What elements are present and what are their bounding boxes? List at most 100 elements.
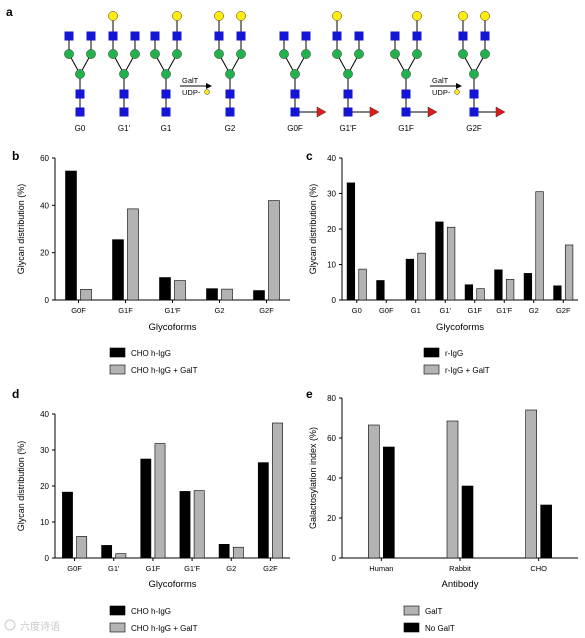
mannose-icon [290,69,300,79]
y-tick-label: 10 [327,261,336,270]
mannose-icon [469,69,479,79]
bar-d-1-0 [101,545,113,559]
legend-label: CHO h-IgG + GalT [131,624,198,633]
x-tick-label: G1F [146,564,161,573]
legend-swatch [423,364,440,375]
glcnac-square-icon [390,31,400,41]
donor-label: UDP- [432,88,451,97]
galactose-icon [454,89,460,95]
bar-c-7-1 [564,244,574,301]
legend-swatch [109,622,126,633]
legend-label: CHO h-IgG + GalT [131,366,198,375]
bar-b-1-1 [127,208,139,301]
glcnac-square-icon [225,89,235,99]
y-axis-title: Glycan distribution (%) [308,184,318,275]
fucose-icon [369,106,380,118]
mannose-icon [401,69,411,79]
glcnac-square-icon [119,89,129,99]
legend-swatch [109,605,126,616]
y-tick-label: 60 [327,434,336,443]
bar-d-2-0 [140,458,152,559]
panel-letter-a: a [6,5,13,19]
glcnac-square-icon [86,31,96,41]
mannose-icon [225,69,235,79]
bar-b-3-1 [221,288,233,301]
glcnac-square-icon [469,107,479,117]
bar-e-0-1 [383,446,395,559]
glcnac-square-icon [480,31,490,41]
bar-c-2-1 [417,252,426,301]
bar-d-2-1 [154,443,166,559]
bar-c-0-1 [358,268,367,301]
bar-e-1-0 [446,420,459,559]
glcnac-square-icon [64,31,74,41]
bar-c-4-0 [464,284,474,301]
glycan-label: G1F [398,124,414,133]
mannose-icon [150,49,160,59]
x-tick-label: G2 [226,564,236,573]
mannose-icon [172,49,182,59]
glycan-label: G2F [466,124,482,133]
mannose-icon [354,49,364,59]
chart-d: 0 10 20 30 40 G0F G1' G1F G1'F G2 G2F Glycoforms Gly… [16,410,290,633]
bar-d-5-0 [257,462,269,559]
galactose-icon [458,11,468,21]
legend-label: No GalT [425,624,455,633]
bar-d-4-0 [218,544,230,559]
mannose-icon [458,49,468,59]
x-axis-title: Glycoforms [148,579,196,590]
glcnac-square-icon [225,107,235,117]
glcnac-square-icon [214,31,224,41]
watermark-text: 六度诗语 [20,620,60,633]
bar-b-2-1 [174,280,186,301]
bar-e-2-1 [540,504,552,559]
x-tick-label: G1' [108,564,120,573]
bar-c-4-1 [476,288,485,301]
bar-c-5-1 [505,279,515,301]
glcnac-square-icon [161,107,171,117]
x-tick-label: G2 [214,306,224,315]
legend-label: GalT [425,607,442,616]
bar-d-0-1 [76,536,88,559]
bar-e-1-1 [461,485,474,559]
y-tick-label: 20 [327,225,336,234]
bar-c-0-0 [346,182,356,301]
galactose-icon [480,11,490,21]
glcnac-square-icon [236,31,246,41]
bar-b-0-1 [80,289,92,301]
legend-swatch [403,605,420,616]
mannose-icon [161,69,171,79]
bar-c-7-0 [553,285,562,301]
x-tick-label: G0F [67,564,82,573]
arrow-head-icon [456,83,462,89]
x-tick-label: G2 [529,306,539,315]
legend-label: r-IgG [445,349,463,358]
fucose-icon [427,106,438,118]
glcnac-square-icon [75,89,85,99]
legend-label: r-IgG + GalT [445,366,490,375]
glcnac-square-icon [343,89,353,99]
mannose-icon [236,49,246,59]
mannose-icon [75,69,85,79]
x-tick-label: Rabbit [449,564,472,573]
y-axis-title: Galactosylation index (%) [308,427,318,529]
bar-c-2-0 [405,258,415,301]
bar-d-1-1 [115,553,127,559]
bar-d-3-1 [193,490,205,559]
y-axis-title: Glycan distribution (%) [16,184,26,275]
mannose-icon [412,49,422,59]
bar-c-5-0 [494,269,503,301]
bar-b-0-0 [65,170,77,301]
galactose-icon [108,11,118,21]
panel-letter-b: b [12,149,19,163]
glycan-structures-panel: G0 G1' G1 G2 G0F G1'F G1F G2F GalT UDP- GalT UDP- [64,11,506,133]
glcnac-square-icon [161,89,171,99]
legend-swatch [109,364,126,375]
glycan-label: G0F [287,124,303,133]
x-tick-label: G1F [467,306,482,315]
galactose-icon [214,11,224,21]
glcnac-square-icon [354,31,364,41]
bar-b-1-0 [112,239,124,301]
x-axis-title: Glycoforms [148,322,196,333]
chart-c: 0 10 20 30 40 G0 G0F G1 G1' G1F G1'F G2 G2F Glycoform… [308,154,578,375]
